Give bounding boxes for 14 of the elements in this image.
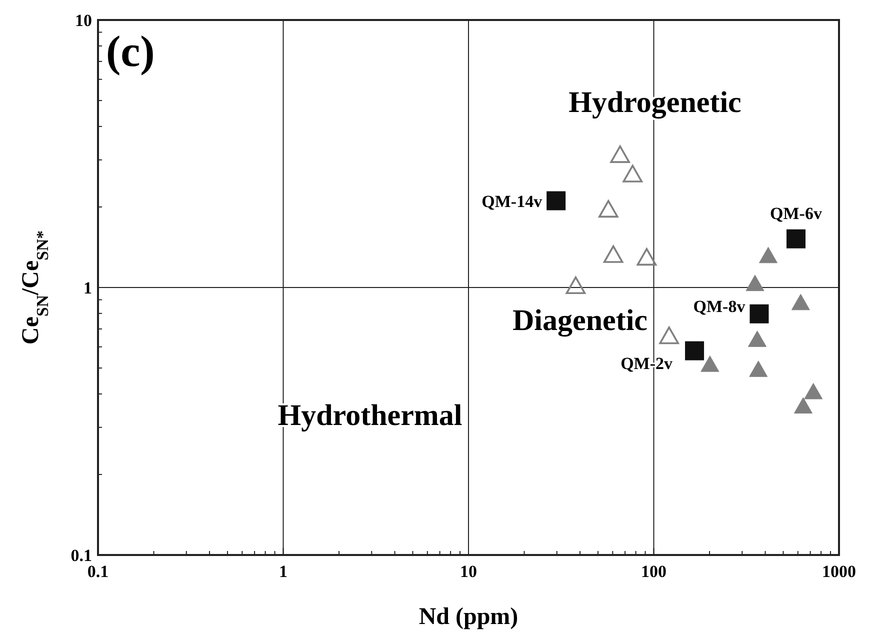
annotation: QM-8v [693,296,746,316]
x-tick-label: 0.1 [87,562,109,581]
annotation: QM-14v [482,192,543,211]
x-tick-label: 1000 [822,562,856,581]
annotation: QM-6v [770,204,822,223]
x-tick-label: 10 [460,562,477,581]
annotation: Diagenetic [512,304,648,337]
x-tick-label: 1 [279,562,288,581]
y-tick-label: 0.1 [70,546,92,565]
x-tick-label: 100 [641,562,666,581]
y-tick-label: 10 [75,10,92,30]
chart-title: (c) [106,27,155,76]
x-axis-title: Nd (ppm) [418,604,518,630]
y-tick-label: 1 [84,278,92,298]
